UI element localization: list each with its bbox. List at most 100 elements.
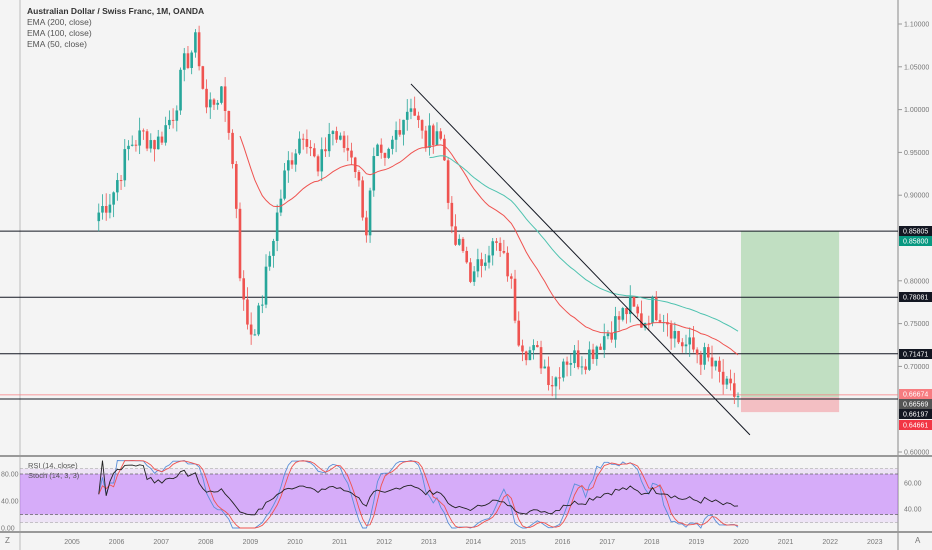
candle-body bbox=[677, 331, 680, 343]
candle-body bbox=[142, 130, 145, 132]
candle-body bbox=[703, 347, 706, 365]
candle-body bbox=[316, 156, 320, 172]
candle-body bbox=[439, 131, 442, 139]
candle-body bbox=[391, 139, 394, 149]
candle-body bbox=[149, 140, 153, 149]
price-label: 0.66674 bbox=[903, 392, 928, 399]
x-tick-label: 2019 bbox=[689, 539, 705, 546]
candle-body bbox=[272, 240, 275, 256]
candle-body bbox=[368, 190, 372, 236]
candle-body bbox=[201, 66, 205, 89]
candle-body bbox=[119, 180, 123, 182]
legend: Australian Dollar / Swiss Franc, 1M, OAN… bbox=[27, 6, 204, 50]
candle-body bbox=[454, 226, 457, 245]
candle-body bbox=[112, 192, 115, 205]
candle-body bbox=[264, 266, 268, 305]
candle-body bbox=[205, 88, 208, 108]
x-tick-label: 2008 bbox=[198, 539, 214, 546]
candle-body bbox=[97, 212, 101, 222]
candle-body bbox=[171, 119, 175, 121]
candle-body bbox=[123, 149, 127, 181]
y-tick-label: 0.75000 bbox=[904, 321, 929, 328]
candle-body bbox=[357, 172, 361, 181]
candle-body bbox=[335, 131, 338, 140]
candle-body bbox=[138, 130, 141, 146]
legend-ema100[interactable]: EMA (100, close) bbox=[27, 28, 92, 38]
price-label: 0.85805 bbox=[903, 229, 928, 236]
candle-body bbox=[498, 242, 502, 252]
candle-body bbox=[699, 354, 703, 365]
candle-body bbox=[443, 138, 446, 161]
candle-body bbox=[591, 349, 595, 360]
legend-ema50[interactable]: EMA (50, close) bbox=[27, 39, 87, 49]
x-tick-label: 2005 bbox=[64, 539, 80, 546]
candle-body bbox=[298, 138, 301, 154]
candle-body bbox=[309, 146, 312, 149]
candle-body bbox=[721, 371, 725, 385]
candle-body bbox=[573, 350, 576, 364]
candle-body bbox=[688, 337, 692, 345]
candle-body bbox=[695, 349, 699, 355]
candle-body bbox=[461, 238, 465, 251]
candle-body bbox=[510, 276, 513, 279]
candle-body bbox=[153, 140, 156, 150]
price-label-box bbox=[899, 349, 932, 359]
x-tick-label: 2014 bbox=[466, 539, 482, 546]
candle-body bbox=[651, 297, 654, 324]
candle-body bbox=[260, 304, 264, 306]
candle-body bbox=[647, 322, 651, 324]
x-tick-label: 2018 bbox=[644, 539, 660, 546]
candle-body bbox=[465, 250, 469, 263]
candle-body bbox=[164, 125, 167, 143]
candle-body bbox=[216, 102, 219, 105]
x-tick-label: 2022 bbox=[822, 539, 838, 546]
candle-body bbox=[365, 217, 368, 236]
candle-body bbox=[580, 366, 584, 368]
candle-body bbox=[469, 262, 472, 282]
candle-body bbox=[331, 131, 335, 135]
legend-rsi[interactable]: RSI (14, close) bbox=[28, 461, 78, 470]
zoom-reset-button[interactable]: Z bbox=[5, 536, 10, 545]
candle-body bbox=[313, 148, 316, 157]
candle-body bbox=[595, 346, 599, 360]
price-label: 0.85800 bbox=[903, 239, 928, 246]
price-label-box bbox=[899, 409, 932, 419]
x-tick-label: 2021 bbox=[778, 539, 794, 546]
legend-ema200[interactable]: EMA (200, close) bbox=[27, 17, 92, 27]
auto-scale-button[interactable]: A bbox=[915, 536, 921, 545]
candle-body bbox=[294, 153, 298, 165]
candle-body bbox=[495, 241, 498, 243]
price-label-box bbox=[899, 399, 932, 409]
candle-body bbox=[175, 110, 179, 121]
rsi-left-tick: 80.00 bbox=[1, 472, 19, 479]
candle-body bbox=[108, 204, 112, 213]
y-tick-label: 1.05000 bbox=[904, 64, 929, 71]
candle-body bbox=[532, 345, 535, 351]
candle-body bbox=[257, 305, 260, 335]
candle-body bbox=[246, 299, 249, 325]
candle-body bbox=[450, 202, 454, 227]
candle-body bbox=[220, 86, 223, 103]
candle-body bbox=[543, 366, 547, 369]
candle-body bbox=[576, 350, 580, 368]
x-tick-label: 2007 bbox=[153, 539, 169, 546]
rsi-right-tick: 60.00 bbox=[904, 481, 922, 488]
candle-body bbox=[640, 313, 643, 328]
candle-body bbox=[116, 180, 119, 193]
candle-body bbox=[134, 144, 138, 146]
candle-body bbox=[428, 125, 431, 148]
candle-body bbox=[602, 336, 606, 350]
candle-body bbox=[268, 255, 272, 267]
candle-body bbox=[301, 138, 305, 140]
target-zone bbox=[741, 231, 840, 397]
candle-body bbox=[424, 130, 428, 148]
candle-body bbox=[186, 53, 190, 68]
candle-body bbox=[242, 278, 246, 300]
candle-body bbox=[506, 252, 509, 277]
legend-stoch[interactable]: Stoch (14, 3, 3) bbox=[28, 471, 80, 480]
candle-body bbox=[446, 160, 450, 203]
candle-body bbox=[379, 144, 383, 153]
y-tick-label: 1.00000 bbox=[904, 107, 929, 114]
candle-body bbox=[101, 206, 104, 213]
